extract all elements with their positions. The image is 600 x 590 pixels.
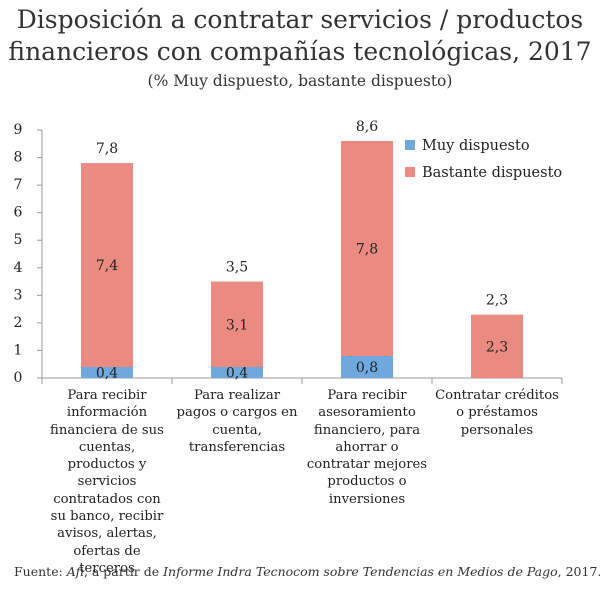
chart-subtitle: (% Muy dispuesto, bastante dispuesto) <box>147 72 453 90</box>
legend-swatch <box>405 140 415 150</box>
y-tick-label: 1 <box>14 342 23 358</box>
data-label-bastante-dispuesto: 7,8 <box>356 241 378 257</box>
chart-title-line-2: financieros con compañías tecnológicas, … <box>8 37 592 66</box>
y-tick-label: 8 <box>14 150 23 166</box>
x-category-label: Para realizar pagos o cargos en cuenta, … <box>176 388 298 455</box>
y-tick-label: 7 <box>14 177 23 193</box>
total-label: 7,8 <box>96 141 118 157</box>
x-category-label: Contratar créditos o préstamos personale… <box>435 388 559 438</box>
total-label: 8,6 <box>356 119 378 135</box>
x-category-label: Para recibir asesoramiento financiero, p… <box>306 388 428 507</box>
total-label: 2,3 <box>486 293 508 309</box>
bar-muy-dispuesto <box>341 355 393 378</box>
chart-title-line-1: Disposición a contratar servicios / prod… <box>16 5 584 34</box>
data-label-bastante-dispuesto: 7,4 <box>96 258 118 274</box>
bar-muy-dispuesto <box>211 366 263 378</box>
legend-label: Bastante dispuesto <box>422 165 562 181</box>
source-report: Informe Indra Tecnocom sobre Tendencias … <box>163 564 558 579</box>
source-note: Fuente: Afi, a partir de Informe Indra T… <box>14 564 600 580</box>
bar-muy-dispuesto <box>81 366 133 378</box>
data-label-bastante-dispuesto: 3,1 <box>226 317 248 333</box>
legend-label: Muy dispuesto <box>422 138 530 154</box>
source-suffix: , 2017. <box>557 564 600 579</box>
y-tick-label: 3 <box>14 287 23 303</box>
source-middle: , a partir de <box>83 564 164 579</box>
y-tick-label: 4 <box>14 260 23 276</box>
x-category-label: Para recibir información financiera de s… <box>50 388 164 576</box>
data-label-bastante-dispuesto: 2,3 <box>486 339 508 355</box>
y-tick-label: 5 <box>14 232 23 248</box>
y-tick-label: 2 <box>14 315 23 331</box>
y-tick-label: 6 <box>14 205 23 221</box>
total-label: 3,5 <box>226 260 248 276</box>
data-label-muy-dispuesto: 0,4 <box>96 365 118 381</box>
legend-swatch <box>405 167 415 177</box>
data-label-muy-dispuesto: 0,4 <box>226 365 248 381</box>
bar-bastante-dispuesto <box>211 281 263 367</box>
bar-bastante-dispuesto <box>81 163 133 367</box>
data-label-muy-dispuesto: 0,8 <box>356 360 378 376</box>
y-tick-label: 9 <box>14 122 23 138</box>
source-author: Afi <box>66 564 84 579</box>
bar-bastante-dispuesto <box>471 314 523 378</box>
y-tick-label: 0 <box>14 370 23 386</box>
chart-title: Disposición a contratar servicios / prod… <box>0 4 600 68</box>
source-prefix: Fuente: <box>14 564 67 579</box>
bar-bastante-dispuesto <box>341 141 393 356</box>
